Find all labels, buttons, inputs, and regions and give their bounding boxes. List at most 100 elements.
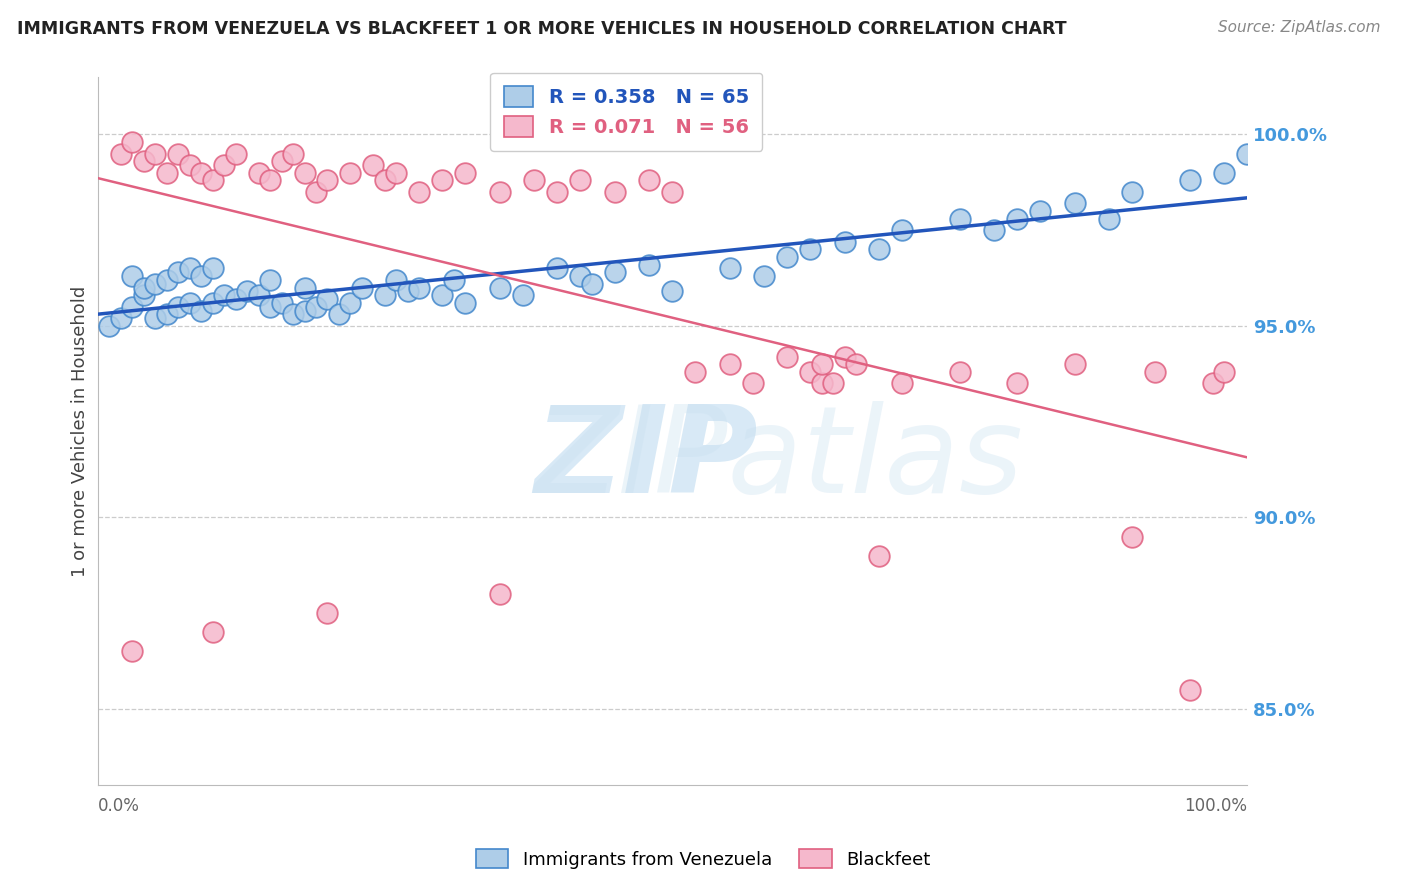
Point [811, 357, 834, 371]
Point [167, 300, 190, 314]
Point [201, 296, 224, 310]
Point [949, 211, 972, 226]
Point [811, 376, 834, 391]
Point [167, 146, 190, 161]
Point [350, 280, 373, 294]
Point [799, 243, 821, 257]
Point [167, 265, 190, 279]
Point [132, 280, 155, 294]
Point [385, 273, 408, 287]
Point [1178, 682, 1201, 697]
Point [121, 644, 143, 658]
Point [281, 307, 304, 321]
Point [741, 376, 763, 391]
Point [225, 292, 247, 306]
Point [328, 307, 350, 321]
Text: 100.0%: 100.0% [1184, 797, 1247, 815]
Text: 0.0%: 0.0% [97, 797, 139, 815]
Point [718, 261, 741, 276]
Text: ZIPatlas: ZIPatlas [534, 401, 1024, 518]
Point [190, 166, 212, 180]
Point [1121, 529, 1143, 543]
Point [454, 166, 477, 180]
Point [1144, 365, 1167, 379]
Text: ZIP: ZIP [534, 401, 758, 518]
Text: IMMIGRANTS FROM VENEZUELA VS BLACKFEET 1 OR MORE VEHICLES IN HOUSEHOLD CORRELATI: IMMIGRANTS FROM VENEZUELA VS BLACKFEET 1… [17, 20, 1067, 37]
Point [776, 250, 799, 264]
Point [799, 365, 821, 379]
Point [1063, 196, 1085, 211]
Point [247, 288, 270, 302]
Point [432, 288, 454, 302]
Point [363, 158, 385, 172]
Point [489, 185, 512, 199]
Point [408, 280, 430, 294]
Point [305, 185, 328, 199]
Point [1098, 211, 1121, 226]
Point [374, 173, 396, 187]
Point [489, 280, 512, 294]
Point [581, 277, 603, 291]
Point [1007, 211, 1029, 226]
Point [754, 269, 776, 284]
Point [132, 288, 155, 302]
Point [638, 258, 661, 272]
Point [339, 296, 361, 310]
Point [155, 307, 177, 321]
Point [891, 223, 914, 237]
Point [294, 166, 316, 180]
Point [294, 280, 316, 294]
Point [443, 273, 465, 287]
Point [281, 146, 304, 161]
Point [546, 185, 568, 199]
Point [603, 185, 626, 199]
Point [305, 300, 328, 314]
Point [212, 158, 235, 172]
Point [316, 606, 339, 620]
Point [603, 265, 626, 279]
Point [1236, 146, 1258, 161]
Point [834, 235, 856, 249]
Legend: Immigrants from Venezuela, Blackfeet: Immigrants from Venezuela, Blackfeet [468, 842, 938, 876]
Point [259, 300, 281, 314]
Point [259, 273, 281, 287]
Point [143, 311, 166, 326]
Point [1213, 365, 1236, 379]
Point [143, 146, 166, 161]
Point [1202, 376, 1225, 391]
Point [569, 173, 592, 187]
Point [1029, 204, 1052, 219]
Point [1121, 185, 1143, 199]
Point [1213, 166, 1236, 180]
Point [121, 135, 143, 149]
Point [190, 303, 212, 318]
Point [270, 154, 292, 169]
Point [661, 185, 683, 199]
Point [983, 223, 1005, 237]
Point [316, 173, 339, 187]
Point [454, 296, 477, 310]
Point [259, 173, 281, 187]
Point [845, 357, 868, 371]
Y-axis label: 1 or more Vehicles in Household: 1 or more Vehicles in Household [72, 285, 89, 577]
Point [638, 173, 661, 187]
Point [569, 269, 592, 284]
Point [190, 269, 212, 284]
Point [1007, 376, 1029, 391]
Text: Source: ZipAtlas.com: Source: ZipAtlas.com [1218, 20, 1381, 35]
Point [396, 285, 419, 299]
Point [294, 303, 316, 318]
Point [179, 296, 201, 310]
Point [143, 277, 166, 291]
Point [155, 273, 177, 287]
Point [1063, 357, 1085, 371]
Point [110, 311, 132, 326]
Point [1178, 173, 1201, 187]
Point [155, 166, 177, 180]
Point [432, 173, 454, 187]
Point [374, 288, 396, 302]
Point [316, 292, 339, 306]
Point [868, 243, 890, 257]
Legend: R = 0.358   N = 65, R = 0.071   N = 56: R = 0.358 N = 65, R = 0.071 N = 56 [491, 72, 762, 151]
Point [489, 587, 512, 601]
